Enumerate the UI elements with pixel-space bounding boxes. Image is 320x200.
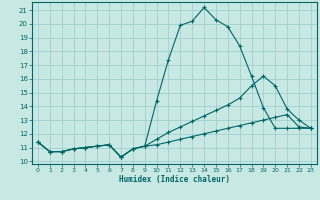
X-axis label: Humidex (Indice chaleur): Humidex (Indice chaleur) [119,175,230,184]
